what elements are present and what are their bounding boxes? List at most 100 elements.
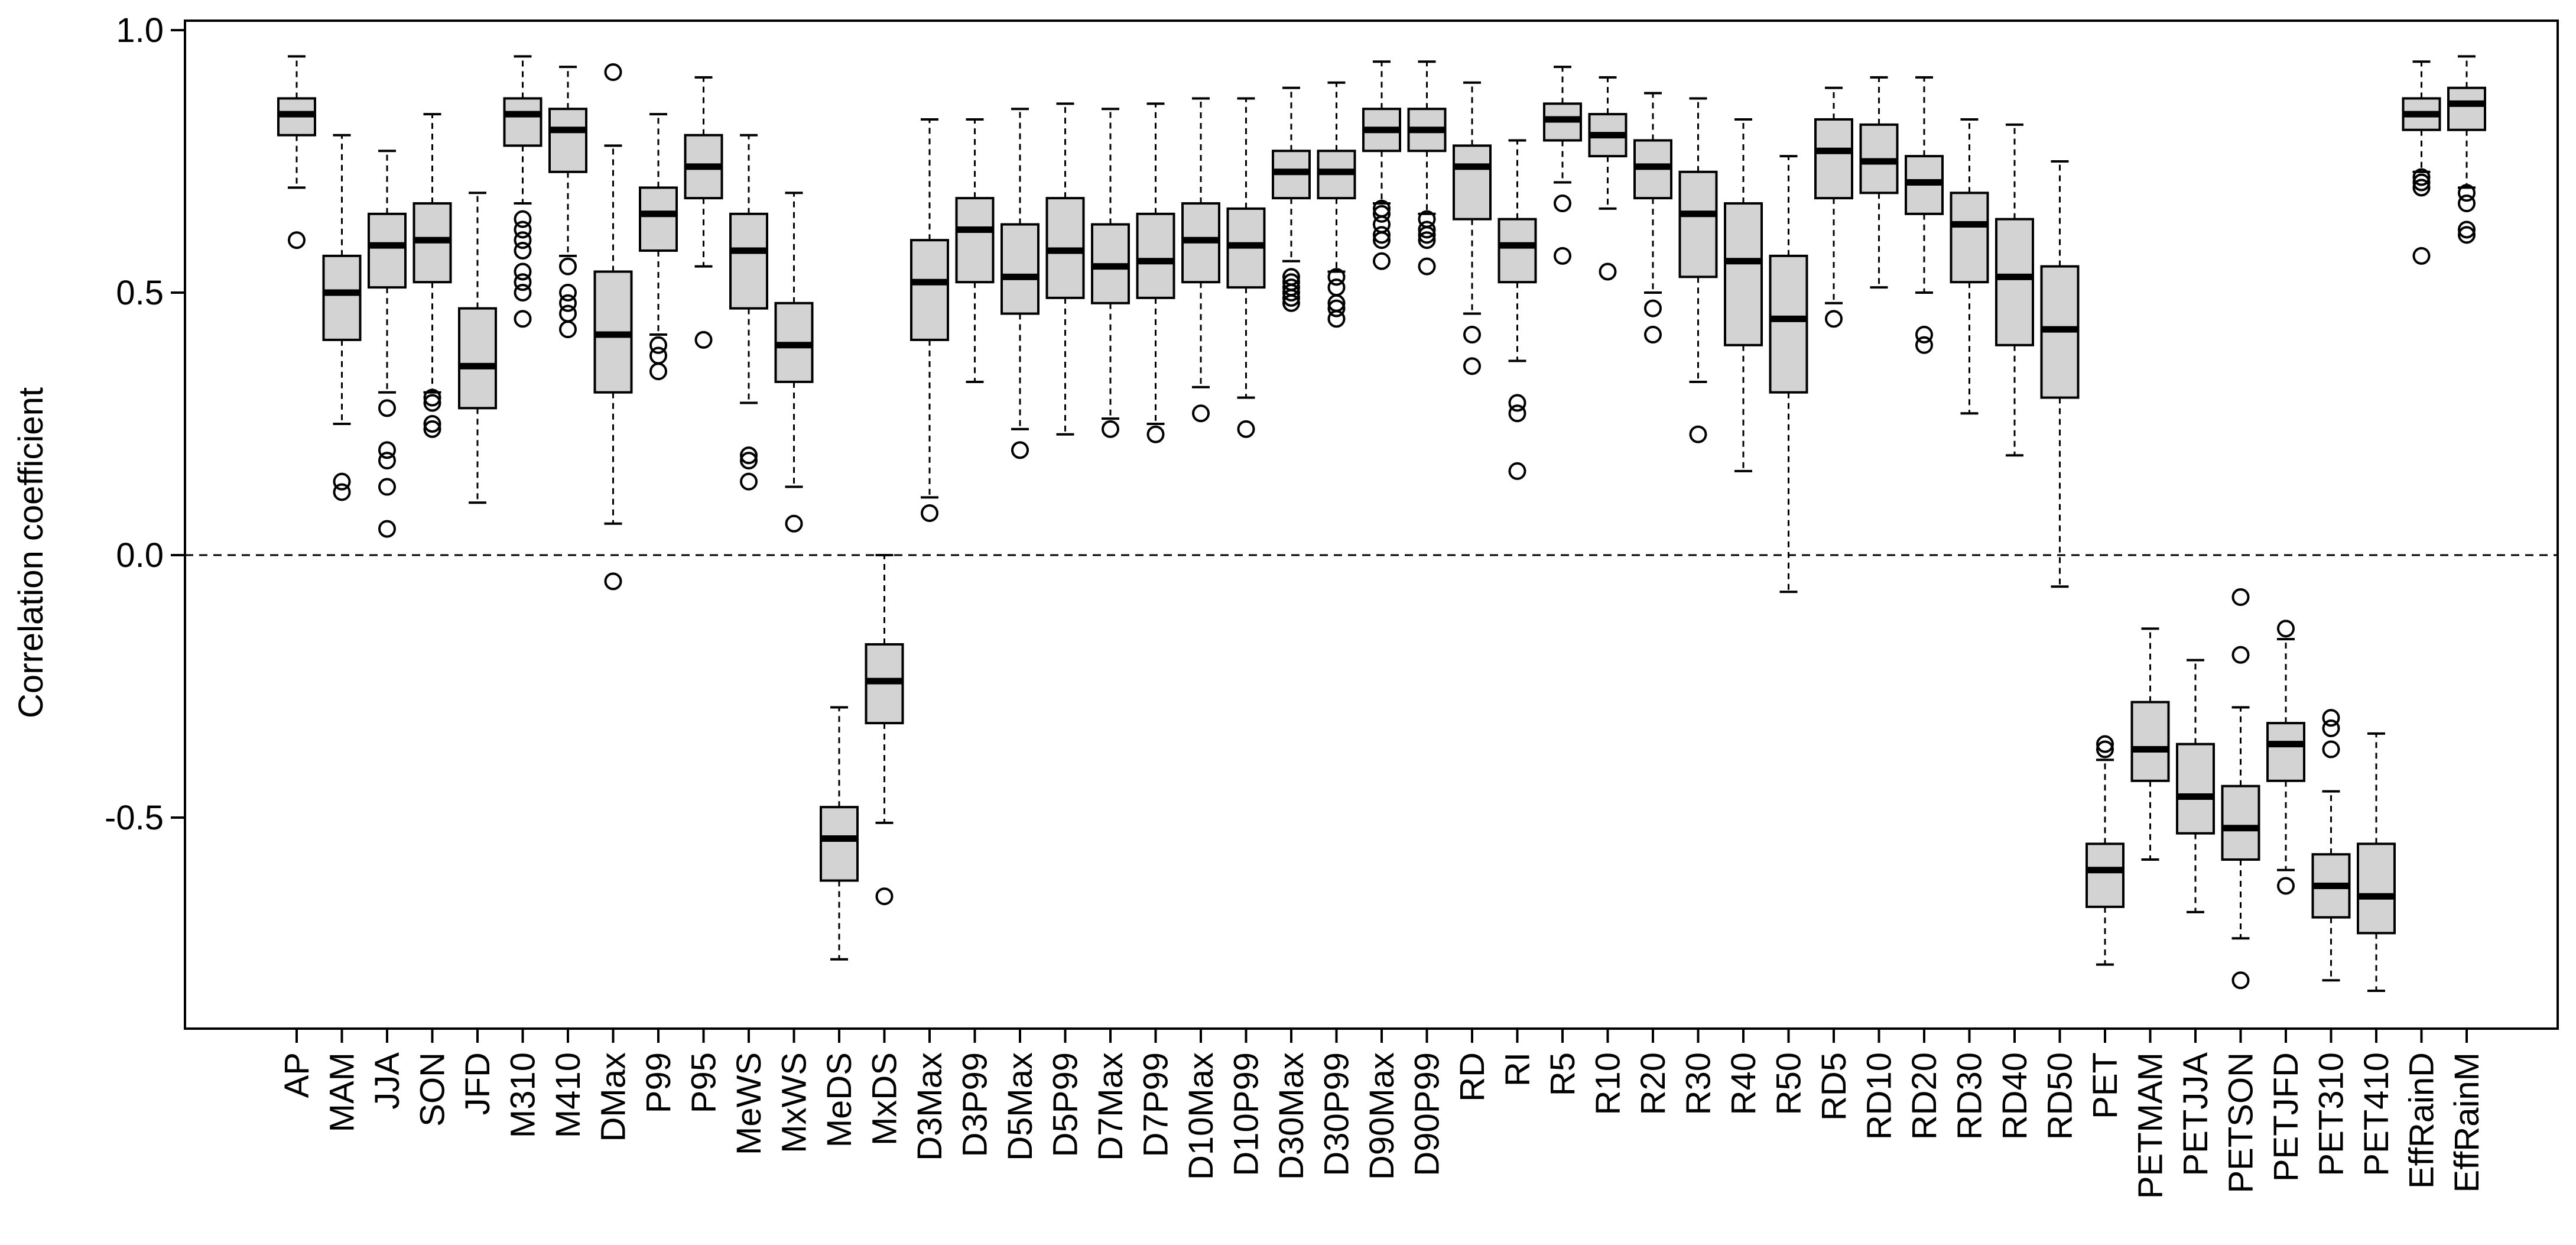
category-label: PETJJA [2177, 1052, 2215, 1176]
box-d30max [1272, 86, 1311, 312]
box-body [2221, 784, 2260, 861]
category-label: R40 [1724, 1052, 1763, 1115]
box-d90p99 [1407, 60, 1447, 275]
category-label: P99 [639, 1052, 678, 1113]
outlier-point [1689, 425, 1707, 443]
outlier-point [378, 478, 396, 496]
category-label: AP [278, 1052, 316, 1098]
category-label: SON [414, 1052, 452, 1127]
outlier-point [1915, 326, 1933, 344]
category-label: RD [1453, 1052, 1492, 1102]
outlier-point [514, 221, 532, 239]
outlier-point [514, 241, 532, 260]
box-body [1136, 212, 1175, 299]
box-d10p99 [1226, 97, 1266, 438]
outlier-point [559, 304, 577, 323]
outlier-point [2231, 588, 2250, 607]
category-label: D10Max [1182, 1052, 1220, 1180]
outlier-point [649, 362, 667, 381]
box-pet310 [2311, 709, 2351, 982]
category-label: D7P99 [1137, 1052, 1175, 1157]
box-d3p99 [955, 118, 995, 383]
category-label: EffRainD [2403, 1052, 2441, 1189]
outlier-point [423, 420, 441, 438]
outlier-point [559, 320, 577, 339]
box-rd40 [1995, 123, 2034, 457]
box-mxws [774, 192, 814, 533]
outlier-point [559, 257, 577, 275]
box-body [1814, 118, 1853, 200]
box-body [322, 254, 362, 341]
category-label: P95 [685, 1052, 723, 1113]
category-label: D5Max [1001, 1052, 1040, 1161]
box-body [1453, 144, 1492, 221]
outlier-point [1644, 299, 1662, 317]
outlier-point [1011, 441, 1029, 459]
outlier-point [1825, 310, 1843, 328]
x-axis-labels: AP MAM JJA SON JFD M310 M410 DMax P99 P95 MeWS MxWS… [278, 1029, 2486, 1199]
outlier-point [2412, 247, 2431, 265]
category-label: M310 [504, 1052, 543, 1138]
box-pet [2086, 735, 2125, 966]
outlier-point [1418, 257, 1436, 275]
y-tick-label: 0.5 [116, 274, 164, 312]
category-label: D3Max [911, 1052, 949, 1161]
y-axis-title: Correlation coefficient [12, 387, 50, 718]
outlier-point [1327, 310, 1346, 328]
box-mxds [865, 554, 904, 906]
box-p95 [684, 76, 723, 349]
box-body [639, 186, 678, 252]
outlier-point [378, 441, 396, 459]
outlier-point [1102, 420, 1119, 438]
outlier-point [378, 452, 396, 470]
category-label: R50 [1770, 1052, 1808, 1115]
box-jfd [458, 192, 497, 504]
outlier-point [1373, 252, 1391, 270]
category-label: D7Max [1092, 1052, 1130, 1161]
outlier-point [1282, 294, 1300, 312]
outlier-point [288, 231, 306, 249]
box-body [1995, 218, 2034, 346]
category-label: D90Max [1363, 1052, 1401, 1180]
box-d3max [910, 118, 949, 522]
box-d7max [1091, 108, 1130, 438]
outlier-point [2458, 194, 2476, 213]
box-rd30 [1950, 118, 1989, 415]
outlier-point [559, 294, 577, 312]
box-body [2086, 842, 2125, 908]
category-label: PETJFD [2267, 1052, 2305, 1182]
outlier-point [649, 336, 667, 354]
outlier-point [2322, 709, 2340, 727]
box-jja [368, 150, 407, 538]
box-r40 [1724, 118, 1763, 472]
outlier-point [1554, 194, 1571, 213]
box-dmax [593, 63, 633, 591]
outlier-point [1508, 394, 1526, 412]
outlier-point [2322, 740, 2340, 758]
outlier-point [740, 472, 758, 491]
box-petson [2221, 588, 2260, 990]
outlier-point [559, 284, 577, 301]
category-label: DMax [595, 1052, 633, 1142]
outlier-point [423, 415, 441, 433]
outlier-point [649, 346, 667, 365]
category-label: M410 [549, 1052, 587, 1138]
outlier-point [514, 210, 532, 228]
category-label: D30P99 [1318, 1052, 1356, 1176]
outlier-point [2458, 226, 2476, 244]
category-label: R20 [1634, 1052, 1672, 1115]
category-label: D90P99 [1408, 1052, 1447, 1176]
box-body [1950, 192, 1989, 284]
outlier-point [1327, 278, 1346, 297]
category-label: PET410 [2357, 1052, 2396, 1176]
outlier-point [1373, 205, 1391, 223]
y-axis: -0.5 0.0 0.5 1.0 [105, 11, 185, 837]
box-body [1769, 254, 1808, 394]
outlier-point [514, 284, 532, 301]
outlier-point [1192, 404, 1210, 423]
box-r30 [1678, 97, 1718, 443]
category-label: R30 [1680, 1052, 1718, 1115]
outlier-point [1327, 299, 1346, 317]
box-body [2266, 722, 2305, 782]
